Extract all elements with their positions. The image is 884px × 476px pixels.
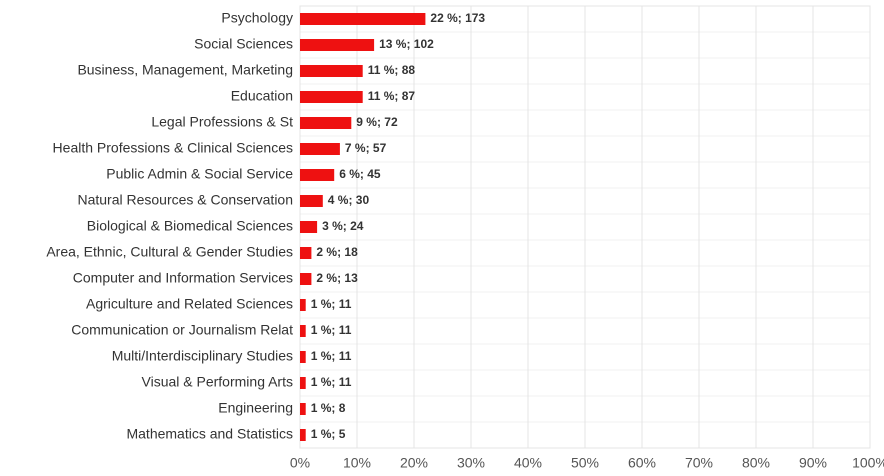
value-label: 6 %; 45	[339, 167, 381, 181]
bar	[300, 325, 306, 337]
x-tick-label: 60%	[628, 455, 656, 471]
bar	[300, 299, 306, 311]
category-label: Education	[231, 88, 293, 104]
value-label: 2 %; 18	[316, 245, 358, 259]
value-label: 13 %; 102	[379, 37, 434, 51]
value-label: 4 %; 30	[328, 193, 370, 207]
bar	[300, 65, 363, 77]
category-label: Computer and Information Services	[73, 270, 293, 286]
value-label: 1 %; 11	[311, 323, 352, 337]
value-label: 1 %; 11	[311, 297, 352, 311]
x-tick-label: 100%	[852, 455, 884, 471]
bar	[300, 403, 306, 415]
value-label: 7 %; 57	[345, 141, 387, 155]
category-label: Multi/Interdisciplinary Studies	[112, 348, 293, 364]
x-tick-label: 20%	[400, 455, 428, 471]
bar	[300, 273, 312, 285]
bar	[300, 39, 375, 51]
value-label: 1 %; 5	[311, 427, 346, 441]
x-tick-label: 80%	[742, 455, 770, 471]
bar	[300, 13, 426, 25]
category-label: Business, Management, Marketing	[77, 62, 293, 78]
bar	[300, 169, 335, 181]
bar	[300, 221, 318, 233]
value-label: 3 %; 24	[322, 219, 364, 233]
bar	[300, 143, 340, 155]
value-label: 9 %; 72	[356, 115, 398, 129]
category-label: Engineering	[218, 400, 293, 416]
bar	[300, 247, 312, 259]
value-label: 1 %; 11	[311, 375, 352, 389]
category-label: Legal Professions & St	[151, 114, 293, 130]
x-tick-label: 50%	[571, 455, 599, 471]
category-label: Communication or Journalism Relat	[71, 322, 293, 338]
category-label: Public Admin & Social Service	[106, 166, 293, 182]
x-tick-label: 70%	[685, 455, 713, 471]
value-label: 1 %; 8	[311, 401, 346, 415]
category-label: Psychology	[221, 10, 293, 26]
value-label: 11 %; 88	[368, 63, 416, 77]
value-label: 11 %; 87	[368, 89, 416, 103]
x-tick-label: 30%	[457, 455, 485, 471]
category-label: Health Professions & Clinical Sciences	[53, 140, 293, 156]
category-label: Area, Ethnic, Cultural & Gender Studies	[46, 244, 293, 260]
bar	[300, 351, 306, 363]
value-label: 22 %; 173	[430, 11, 485, 25]
bar	[300, 429, 306, 441]
bar	[300, 91, 363, 103]
x-tick-label: 10%	[343, 455, 371, 471]
value-label: 1 %; 11	[311, 349, 352, 363]
category-label: Social Sciences	[194, 36, 293, 52]
x-tick-label: 40%	[514, 455, 542, 471]
x-tick-label: 0%	[290, 455, 310, 471]
category-label: Agriculture and Related Sciences	[86, 296, 293, 312]
value-label: 2 %; 13	[316, 271, 358, 285]
category-label: Mathematics and Statistics	[126, 426, 293, 442]
bar	[300, 377, 306, 389]
bar	[300, 195, 323, 207]
category-label: Natural Resources & Conservation	[77, 192, 293, 208]
category-label: Visual & Performing Arts	[142, 374, 293, 390]
bar	[300, 117, 352, 129]
category-label: Biological & Biomedical Sciences	[87, 218, 293, 234]
x-tick-label: 90%	[799, 455, 827, 471]
